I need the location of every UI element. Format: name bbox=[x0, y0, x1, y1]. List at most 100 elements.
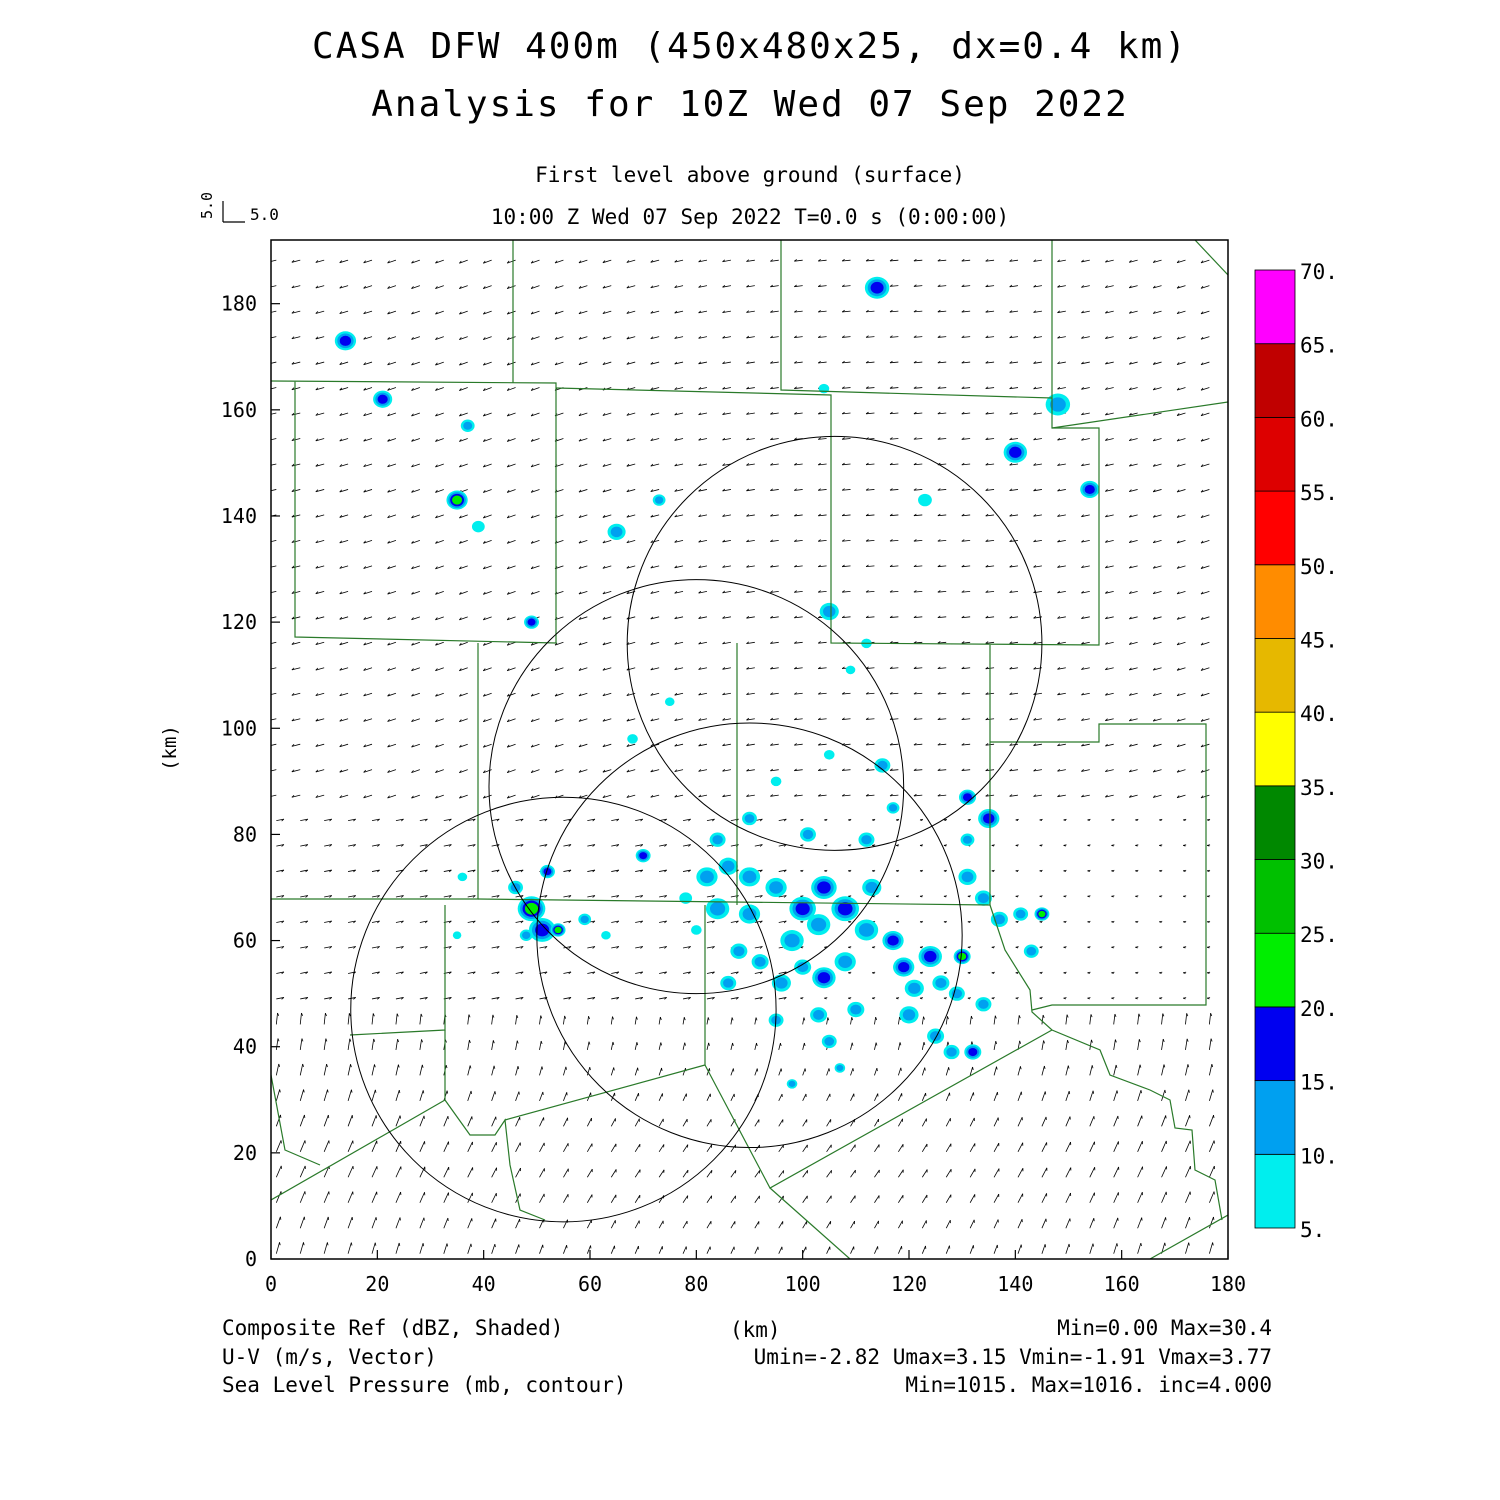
wind-vector-head bbox=[339, 744, 343, 747]
wind-vector-head bbox=[1207, 971, 1211, 974]
wind-vector bbox=[507, 692, 516, 697]
wind-vector bbox=[746, 743, 755, 746]
wind-vector-head bbox=[1135, 997, 1139, 999]
wind-vector bbox=[1129, 743, 1138, 747]
wind-vector-head bbox=[985, 615, 989, 619]
wind-vector bbox=[602, 489, 612, 493]
wind-vector bbox=[347, 1064, 351, 1076]
wind-vector-head bbox=[1152, 260, 1156, 263]
wind-vector-head bbox=[315, 540, 319, 544]
wind-vector bbox=[315, 565, 325, 569]
wind-vector-head bbox=[735, 997, 739, 1000]
wind-vector bbox=[275, 1038, 279, 1050]
wind-vector-head bbox=[411, 438, 414, 442]
wind-vector-head bbox=[602, 260, 606, 263]
wind-vector bbox=[889, 514, 899, 517]
wind-vector-head bbox=[1033, 565, 1037, 568]
wind-vector-head bbox=[1176, 362, 1180, 365]
wind-vector-head bbox=[268, 387, 270, 389]
wind-vector bbox=[993, 1015, 996, 1025]
wind-vector bbox=[291, 590, 301, 594]
wind-vector-head bbox=[506, 515, 510, 519]
ref-vector-v-label: 5.0 bbox=[198, 192, 216, 219]
wind-vector bbox=[483, 667, 492, 672]
wind-vector bbox=[539, 1168, 545, 1178]
wind-vector bbox=[371, 1140, 378, 1152]
wind-vector-head bbox=[291, 718, 295, 722]
wind-vector-head bbox=[1200, 387, 1204, 391]
wind-vector-head bbox=[1200, 336, 1204, 340]
wind-vector-head bbox=[1207, 946, 1211, 948]
wind-vector-head bbox=[800, 895, 804, 897]
wind-vector-head bbox=[913, 717, 917, 720]
wind-vector bbox=[682, 1144, 689, 1153]
wind-vector bbox=[658, 1195, 665, 1203]
wind-vector bbox=[395, 1217, 401, 1229]
wind-vector bbox=[889, 412, 899, 415]
wind-vector bbox=[706, 971, 715, 974]
wind-vector bbox=[1009, 412, 1019, 415]
wind-vector bbox=[770, 336, 779, 339]
x-tick-label: 160 bbox=[1104, 1272, 1140, 1296]
wind-vector-head bbox=[578, 718, 582, 722]
wind-vector bbox=[563, 920, 572, 923]
wind-vector bbox=[563, 1168, 569, 1178]
wind-vector-head bbox=[291, 438, 295, 441]
wind-vector bbox=[1176, 259, 1186, 264]
wind-vector-head bbox=[818, 360, 821, 364]
wind-vector bbox=[515, 1066, 519, 1076]
wind-vector bbox=[945, 1118, 951, 1127]
wind-vector-head bbox=[1081, 387, 1084, 390]
wind-vector-head bbox=[913, 462, 917, 466]
wind-vector bbox=[706, 895, 715, 898]
wind-vector bbox=[1017, 1244, 1022, 1254]
wind-vector bbox=[626, 565, 636, 569]
wind-vector bbox=[363, 361, 373, 366]
wind-vector bbox=[1089, 1218, 1095, 1229]
wind-vector bbox=[818, 361, 827, 364]
wind-vector-head bbox=[506, 260, 510, 264]
wind-vector-head bbox=[872, 997, 876, 999]
wind-vector bbox=[961, 438, 971, 440]
wind-vector-head bbox=[1063, 997, 1067, 999]
wind-vector bbox=[818, 259, 827, 262]
wind-vector bbox=[483, 361, 492, 366]
wind-vector bbox=[1033, 259, 1042, 262]
wind-vector bbox=[578, 412, 588, 417]
wind-vector-head bbox=[746, 463, 750, 466]
wind-vector-head bbox=[803, 1042, 806, 1047]
wind-vector-head bbox=[1057, 590, 1061, 594]
wind-vector-head bbox=[1009, 794, 1013, 797]
footer-field-range: Min=0.00 Max=30.4 bbox=[1057, 1316, 1272, 1340]
wind-vector bbox=[921, 1245, 926, 1254]
wind-vector bbox=[698, 310, 708, 314]
wind-vector-head bbox=[268, 591, 270, 593]
wind-vector-head bbox=[746, 514, 750, 517]
wind-vector bbox=[985, 616, 995, 619]
wind-vector bbox=[706, 1220, 712, 1229]
wind-vector-head bbox=[674, 769, 678, 772]
wind-vector bbox=[913, 463, 923, 466]
wind-vector-head bbox=[841, 615, 845, 618]
wind-vector-head bbox=[482, 439, 486, 442]
wind-vector-head bbox=[448, 946, 452, 949]
wind-vector bbox=[275, 1242, 280, 1254]
wind-vector-head bbox=[889, 309, 893, 313]
wind-vector bbox=[650, 540, 660, 543]
wind-vector bbox=[291, 285, 301, 289]
wind-vector-head bbox=[516, 1015, 519, 1019]
wind-vector-head bbox=[568, 895, 572, 898]
echo-cell bbox=[784, 933, 800, 948]
wind-vector bbox=[682, 1169, 689, 1178]
wind-vector bbox=[802, 1195, 808, 1203]
wind-vector bbox=[674, 718, 684, 722]
wind-vector-head bbox=[1068, 1243, 1071, 1247]
wind-vector bbox=[1153, 616, 1162, 620]
wind-vector bbox=[698, 463, 708, 467]
footer-vector-range: Umin=-2.82 Umax=3.15 Vmin=-1.91 Vmax=3.7… bbox=[753, 1345, 1272, 1369]
wind-vector bbox=[271, 361, 277, 364]
wind-vector bbox=[921, 1042, 925, 1050]
wind-vector-head bbox=[937, 641, 941, 644]
wind-vector bbox=[754, 844, 763, 847]
wind-vector bbox=[563, 1092, 568, 1101]
